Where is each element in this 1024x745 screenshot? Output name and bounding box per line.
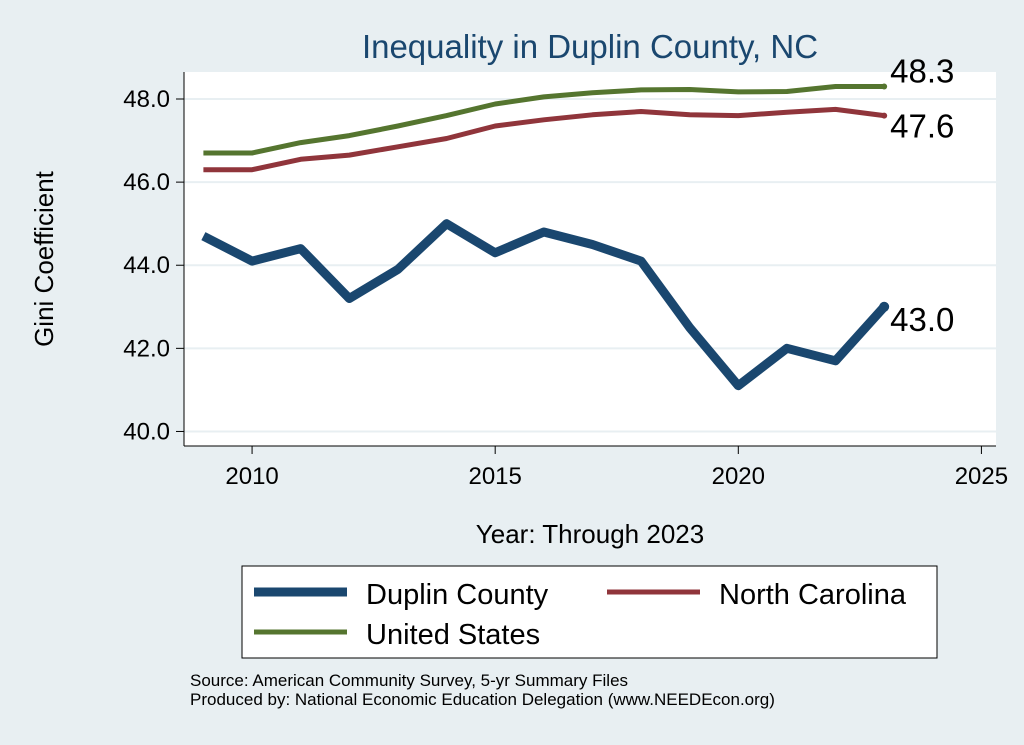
x-tick-label: 2020: [712, 463, 765, 490]
y-tick-label: 48.0: [123, 86, 170, 113]
y-tick-label: 42.0: [123, 335, 170, 362]
produced-by-line: Produced by: National Economic Education…: [190, 690, 775, 709]
legend-label-north-carolina: North Carolina: [719, 579, 907, 611]
y-axis-ticks: 40.0 42.0 44.0 46.0 48.0: [123, 86, 184, 445]
source-note: Source: American Community Survey, 5-yr …: [190, 671, 775, 709]
legend: Duplin County North Carolina United Stat…: [241, 565, 938, 659]
x-tick-label: 2015: [468, 463, 521, 490]
series-line-north-carolina: [203, 106, 885, 173]
x-axis-ticks: 2010 2015 2020 2025: [225, 446, 1008, 490]
legend-box: [241, 565, 938, 659]
y-axis-label: Gini Coefficient: [29, 170, 59, 347]
series-line-united-states: [203, 84, 885, 156]
y-tick-label: 40.0: [123, 418, 170, 445]
y-tick-label: 44.0: [123, 252, 170, 279]
series-end-point-north-carolina: [881, 112, 888, 119]
legend-label-united-states: United States: [366, 619, 540, 651]
series-line-duplin-county: [201, 219, 888, 391]
y-tick-label: 46.0: [123, 169, 170, 196]
x-tick-label: 2010: [225, 463, 278, 490]
source-line: Source: American Community Survey, 5-yr …: [190, 671, 629, 690]
series-lines: [201, 83, 890, 391]
x-axis-label: Year: Through 2023: [476, 519, 704, 549]
end-label-duplin-county: 43.0: [890, 301, 954, 338]
series-end-point-united-states: [881, 83, 888, 90]
legend-label-duplin-county: Duplin County: [366, 579, 549, 611]
plot-area: [184, 72, 996, 446]
chart-title: Inequality in Duplin County, NC: [362, 28, 818, 65]
series-end-point-duplin-county: [879, 301, 890, 312]
end-label-united-states: 48.3: [890, 53, 954, 90]
end-label-north-carolina: 47.6: [890, 108, 954, 145]
x-tick-label: 2025: [955, 463, 1008, 490]
end-labels: 48.3 47.6 43.0: [890, 53, 954, 338]
